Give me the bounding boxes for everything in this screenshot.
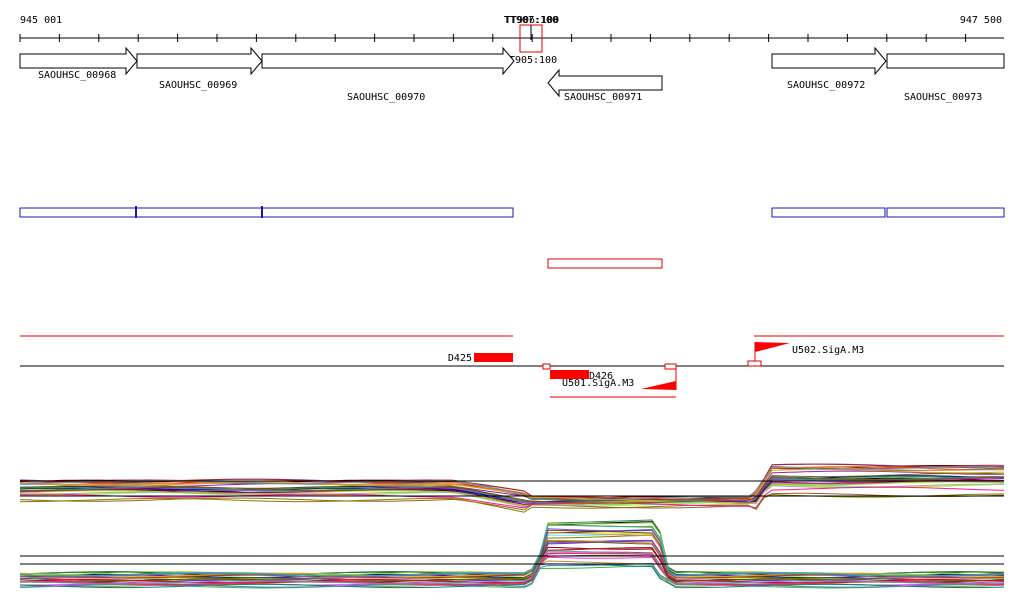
regulon-D425[interactable]: D425: [448, 353, 513, 364]
promoter-flag[interactable]: [641, 381, 676, 390]
gene-SAOUHSC_00969[interactable]: SAOUHSC_00969: [136, 46, 263, 91]
coordinate-ruler: 945 001 947 500: [19, 15, 1004, 42]
expression-line: [20, 493, 1005, 513]
gene-label: SAOUHSC_00968: [38, 70, 116, 81]
expression-line: [20, 522, 1005, 576]
expression-line: [19, 528, 1005, 578]
gene-label: SAOUHSC_00969: [159, 80, 237, 91]
gene-arrow[interactable]: [261, 46, 515, 76]
promoter-U502[interactable]: U502.SigA.M3: [754, 342, 864, 366]
terminator-group[interactable]: TT907:100 TT906:100 TT905:100: [503, 15, 559, 66]
expression-profile-plus: [19, 463, 1005, 513]
gene-label: SAOUHSC_00970: [347, 92, 425, 103]
expression-line: [19, 529, 1005, 579]
regulon-block[interactable]: [474, 353, 513, 362]
terminator-label: TT905:100: [503, 55, 557, 66]
expression-line: [19, 540, 1005, 582]
expression-line: [19, 481, 1005, 507]
promoter-U501[interactable]: U501.SigA.M3: [562, 366, 677, 390]
expression-line: [19, 486, 1005, 509]
transcript-box[interactable]: [771, 207, 886, 218]
gene-arrow[interactable]: [136, 46, 263, 76]
site-marker[interactable]: [664, 363, 677, 370]
regulon-label: D425: [448, 353, 472, 364]
gene-arrow[interactable]: [886, 53, 1005, 69]
gene-SAOUHSC_00971[interactable]: SAOUHSC_00971: [547, 68, 663, 103]
regulon-block[interactable]: [550, 370, 589, 379]
expression-line: [19, 563, 1005, 589]
expression-line: [19, 523, 1005, 577]
transcript-box[interactable]: [547, 258, 663, 269]
gene-SAOUHSC_00970[interactable]: SAOUHSC_00970: [261, 46, 515, 103]
transcript-box[interactable]: [135, 207, 263, 218]
expression-line: [19, 523, 1005, 577]
expression-profile-minus: [19, 519, 1005, 589]
expression-line: [19, 476, 1005, 504]
transcript-box[interactable]: [261, 207, 514, 218]
expression-line: [19, 524, 1005, 577]
expression-line: [19, 534, 1005, 580]
expression-line: [19, 550, 1005, 585]
transcript-track-minus: [547, 258, 663, 269]
gene-arrow[interactable]: [771, 46, 887, 76]
terminator-label: TT907:100: [504, 15, 558, 26]
gene-label: SAOUHSC_00973: [904, 92, 982, 103]
gene-label: SAOUHSC_00972: [787, 80, 865, 91]
transcript-box[interactable]: [886, 207, 1005, 218]
promoter-label: U501.SigA.M3: [562, 378, 634, 389]
expression-line: [19, 466, 1005, 501]
gene-SAOUHSC_00973[interactable]: SAOUHSC_00973: [886, 53, 1005, 103]
site-marker[interactable]: [747, 360, 762, 367]
expression-line: [20, 552, 1005, 585]
regulon-label: D426: [589, 371, 613, 382]
gene-arrow[interactable]: [547, 68, 663, 98]
expression-line: [19, 529, 1005, 579]
promoter-flag[interactable]: [755, 342, 790, 352]
expression-line: [19, 479, 1005, 505]
transcript-box[interactable]: [19, 207, 137, 218]
feature-track: D425 D426 U502.SigA.M3 U501.SigA.M3: [20, 335, 1004, 398]
gene-track: SAOUHSC_00968 SAOUHSC_00969 SAOUHSC_0097…: [19, 46, 1005, 103]
ruler-start-label: 945 001: [20, 15, 62, 26]
ruler-ticks: [19, 34, 967, 42]
regulon-D426[interactable]: D426: [550, 370, 613, 382]
transcript-track-plus: [19, 206, 1005, 218]
expression-line: [19, 469, 1005, 502]
gene-SAOUHSC_00972[interactable]: SAOUHSC_00972: [771, 46, 887, 91]
terminator-label: TT906:100: [505, 15, 559, 26]
gene-arrow[interactable]: [19, 46, 138, 76]
gene-label: SAOUHSC_00971: [564, 92, 642, 103]
expression-line: [19, 521, 1005, 576]
promoter-label: U502.SigA.M3: [792, 345, 864, 356]
gene-SAOUHSC_00968[interactable]: SAOUHSC_00968: [19, 46, 138, 81]
expression-line: [19, 519, 1005, 576]
site-marker[interactable]: [542, 363, 551, 370]
ruler-end-label: 947 500: [960, 15, 1002, 26]
